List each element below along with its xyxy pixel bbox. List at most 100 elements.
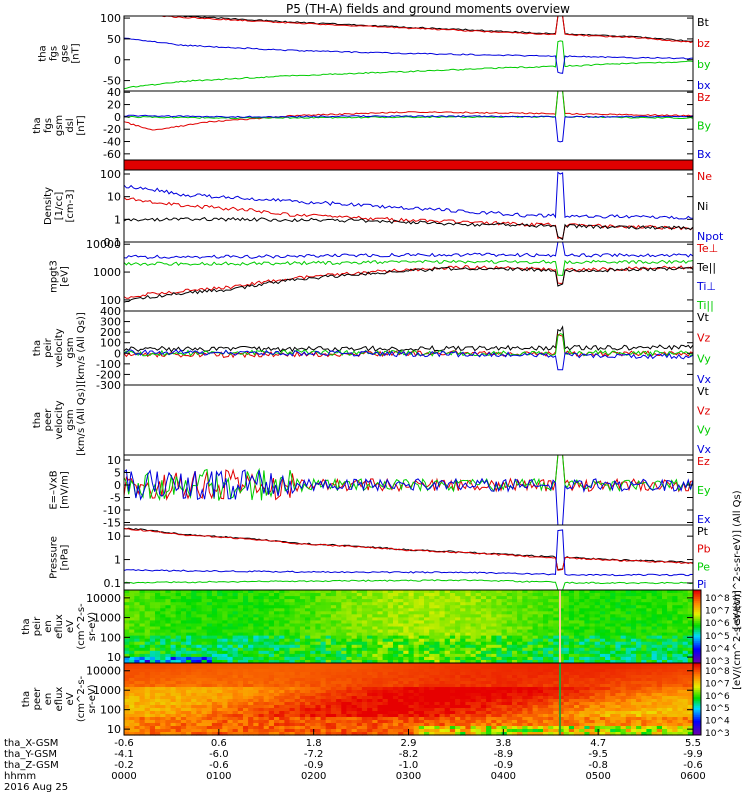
heat-cell [558,714,565,718]
heat-cell [480,635,487,640]
heat-cell [512,650,518,655]
heat-cell [605,653,611,658]
heat-cell [284,611,291,615]
heat-cell [274,632,280,637]
heat-cell [667,608,673,612]
heat-cell [191,638,197,643]
heat-cell [180,717,187,721]
heat-cell [444,626,451,631]
heat-cell [310,635,316,640]
heat-cell [605,590,611,594]
heat-cell [330,632,337,637]
heat-cell [305,711,311,715]
heat-cell [279,656,285,661]
heat-cell [584,614,591,618]
heat-cell [537,617,544,621]
heat-cell [356,720,363,724]
heat-cell [305,660,311,664]
heat-cell [548,650,554,655]
heat-cell [527,669,534,673]
heat-cell [149,684,156,688]
heat-cell [248,596,254,600]
heat-cell [165,608,172,612]
heat-cell [475,687,482,691]
heat-cell [610,638,616,643]
heat-cell [372,708,379,712]
heat-cell [615,641,622,646]
heat-cell [615,590,622,594]
heat-cell [651,660,658,664]
heat-cell [248,672,254,676]
heat-cell [243,650,249,655]
heat-cell [418,705,425,709]
heat-cell [320,729,327,733]
heat-cell [532,705,539,709]
heat-cell [346,605,353,609]
heat-cell [418,620,425,624]
heat-cell [517,602,523,606]
heat-cell [506,629,513,634]
heat-cell [387,638,394,643]
heat-cell [377,614,384,618]
heat-cell [558,593,565,597]
heat-cell [563,702,570,706]
heat-cell [124,638,130,643]
heat-cell [517,641,523,646]
heat-cell [186,669,192,673]
heat-cell [465,629,472,634]
heat-cell [377,687,384,691]
heat-cell [506,605,513,609]
heat-cell [243,644,249,649]
heat-cell [341,660,348,664]
heat-cell [294,632,301,637]
heat-cell [424,720,430,724]
heat-cell [191,717,197,721]
heat-cell [532,599,539,603]
heat-cell [491,666,498,670]
heat-cell [289,732,296,736]
heat-cell [305,681,311,685]
heat-cell [330,693,337,697]
heat-cell [237,635,244,640]
heat-cell [548,690,554,694]
heat-cell [134,672,141,676]
heat-cell [186,705,192,709]
heat-cell [310,717,316,721]
heat-cell [165,611,172,615]
heat-cell [625,635,632,640]
heat-cell [330,717,337,721]
heat-cell [517,726,523,730]
heat-cell [424,714,430,718]
heat-cell [336,617,342,621]
heat-cell [667,660,673,664]
heat-cell [677,596,684,600]
heat-cell [413,714,420,718]
heat-cell [527,684,534,688]
heat-cell [424,672,430,676]
heat-cell [558,687,565,691]
heat-cell [553,711,560,715]
heat-cell [382,647,389,652]
heat-cell [656,638,663,643]
heat-cell [180,596,187,600]
heat-cell [289,647,296,652]
heat-cell [289,699,296,703]
heat-cell [455,699,461,703]
heat-cell [563,672,570,676]
heat-cell [222,650,229,655]
heat-cell [341,641,348,646]
heat-cell [543,732,549,736]
heat-cell [625,656,632,661]
heat-cell [537,647,544,652]
heat-cell [682,590,689,594]
heat-cell [144,669,151,673]
heat-cell [289,653,296,658]
heat-cell [139,684,146,688]
heat-cell [408,675,415,679]
heat-cell [630,590,637,594]
heat-cell [387,729,394,733]
heat-cell [191,605,197,609]
heat-cell [444,632,451,637]
heat-cell [320,732,327,736]
heat-cell [320,711,327,715]
